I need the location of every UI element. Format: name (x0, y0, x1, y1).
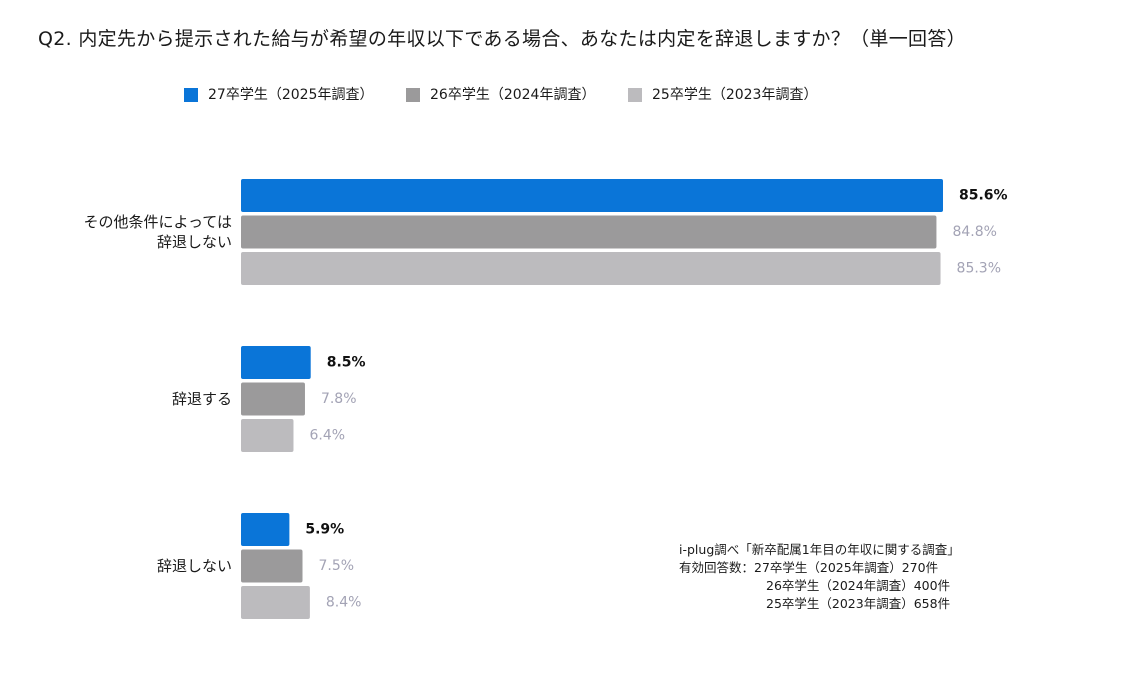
note-source: i-plug調べ「新卒配属1年目の年収に関する調査」 (679, 542, 960, 557)
category-label-other-conditions: 辞退しない (157, 233, 232, 251)
bar-decline-2025 (241, 346, 311, 379)
category-label-decline: 辞退する (172, 390, 232, 408)
survey-note: i-plug調べ「新卒配属1年目の年収に関する調査」 有効回答数：27卒学生（2… (679, 541, 960, 613)
bar-other-conditions-2023 (241, 252, 941, 285)
note-count-2024: 26卒学生（2024年調査）400件 (766, 578, 951, 593)
data-label-decline-2023: 6.4% (309, 428, 345, 444)
legend-swatch-2025 (184, 88, 198, 102)
category-label-not-decline: 辞退しない (157, 557, 232, 575)
data-label-decline-2024: 7.8% (321, 391, 357, 407)
bar-decline-2023 (241, 419, 294, 452)
bar-not-decline-2025 (241, 513, 290, 546)
data-label-other-conditions-2023: 85.3% (957, 261, 1001, 277)
legend-swatch-2024 (406, 88, 420, 102)
bar-not-decline-2024 (241, 549, 303, 583)
bar-not-decline-2023 (241, 586, 310, 619)
data-label-decline-2025: 8.5% (327, 355, 366, 371)
data-label-other-conditions-2025: 85.6% (959, 188, 1008, 204)
bar-other-conditions-2025 (241, 179, 943, 212)
legend-label-2023: 25卒学生（2023年調査） (652, 87, 818, 103)
note-count-2025: 有効回答数：27卒学生（2025年調査）270件 (679, 560, 939, 575)
chart-title: Q2. 内定先から提示された給与が希望の年収以下である場合、あなたは内定を辞退し… (38, 28, 966, 50)
bar-other-conditions-2024 (241, 215, 937, 249)
legend-swatch-2023 (628, 88, 642, 102)
data-label-not-decline-2024: 7.5% (319, 558, 355, 574)
legend-label-2024: 26卒学生（2024年調査） (430, 87, 596, 103)
data-label-not-decline-2025: 5.9% (305, 522, 344, 538)
category-label-other-conditions: その他条件によっては (83, 213, 232, 231)
legend-label-2025: 27卒学生（2025年調査） (208, 87, 374, 103)
note-count-2023: 25卒学生（2023年調査）658件 (766, 596, 951, 611)
bar-decline-2024 (241, 382, 305, 416)
data-label-other-conditions-2024: 84.8% (952, 224, 996, 240)
data-label-not-decline-2023: 8.4% (326, 595, 362, 611)
